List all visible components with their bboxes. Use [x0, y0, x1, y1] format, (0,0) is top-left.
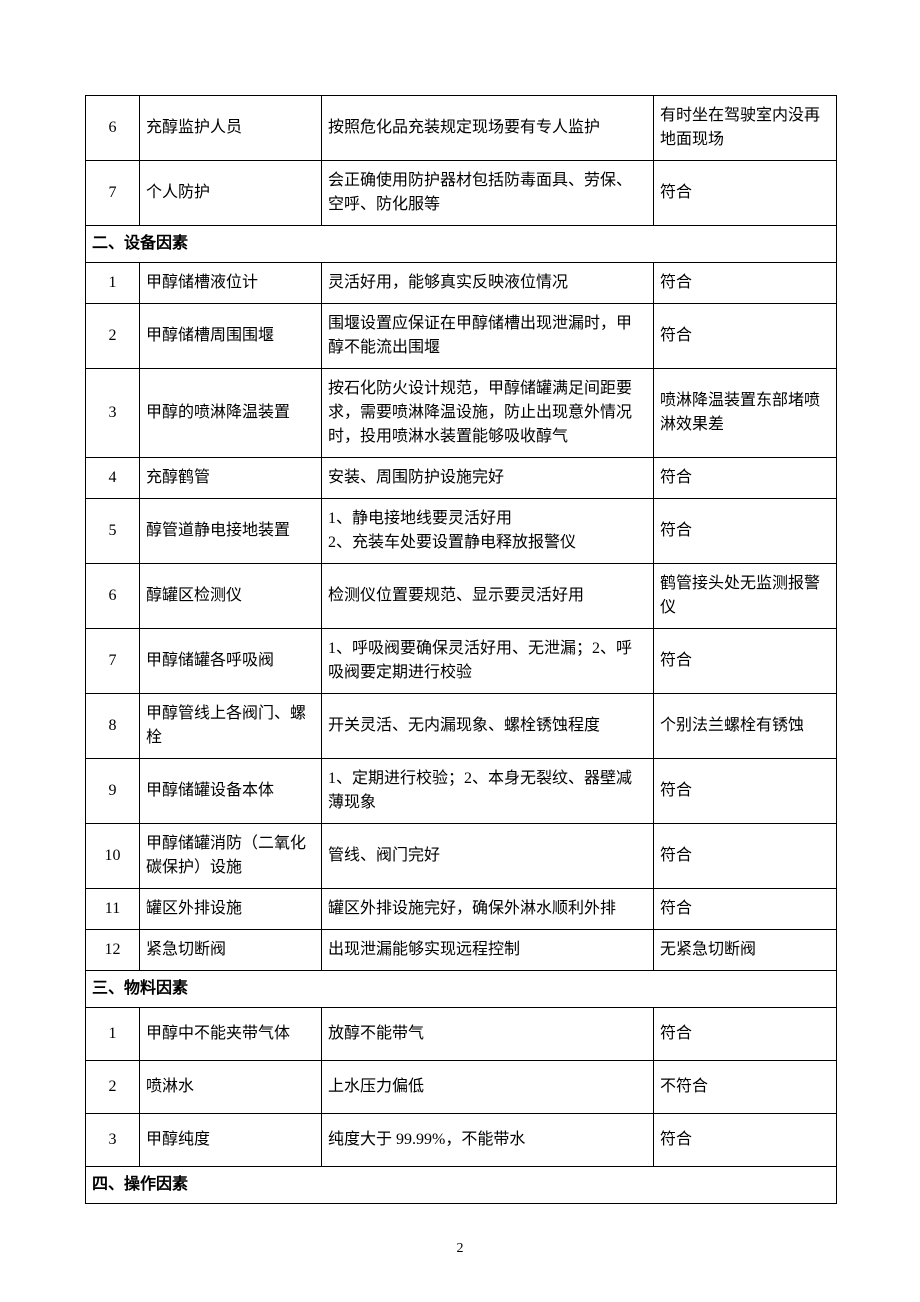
row-number: 8: [86, 694, 140, 759]
row-number: 1: [86, 263, 140, 304]
page-number: 2: [457, 1241, 464, 1257]
row-item: 甲醇储罐设备本体: [140, 759, 322, 824]
table-row: 6 充醇监护人员 按照危化品充装规定现场要有专人监护 有时坐在驾驶室内没再地面现…: [86, 96, 837, 161]
section-header: 三、物料因素: [86, 971, 837, 1008]
table-row: 1 甲醇中不能夹带气体 放醇不能带气 符合: [86, 1008, 837, 1061]
row-desc: 1、静电接地线要灵活好用 2、充装车处要设置静电释放报警仪: [322, 499, 654, 564]
inspection-table: 6 充醇监护人员 按照危化品充装规定现场要有专人监护 有时坐在驾驶室内没再地面现…: [85, 95, 837, 1204]
row-number: 3: [86, 1114, 140, 1167]
row-item: 甲醇纯度: [140, 1114, 322, 1167]
table-row: 9 甲醇储罐设备本体 1、定期进行校验；2、本身无裂纹、器壁减薄现象 符合: [86, 759, 837, 824]
row-item: 甲醇的喷淋降温装置: [140, 369, 322, 458]
table-row: 2 甲醇储槽周围围堰 围堰设置应保证在甲醇储槽出现泄漏时，甲醇不能流出围堰 符合: [86, 304, 837, 369]
row-desc: 围堰设置应保证在甲醇储槽出现泄漏时，甲醇不能流出围堰: [322, 304, 654, 369]
table-row: 3 甲醇纯度 纯度大于 99.99%，不能带水 符合: [86, 1114, 837, 1167]
row-result: 符合: [654, 458, 837, 499]
row-item: 醇罐区检测仪: [140, 564, 322, 629]
row-item: 甲醇管线上各阀门、螺栓: [140, 694, 322, 759]
row-desc: 罐区外排设施完好，确保外淋水顺利外排: [322, 889, 654, 930]
row-desc: 安装、周围防护设施完好: [322, 458, 654, 499]
row-number: 1: [86, 1008, 140, 1061]
row-number: 5: [86, 499, 140, 564]
table-row: 5 醇管道静电接地装置 1、静电接地线要灵活好用 2、充装车处要设置静电释放报警…: [86, 499, 837, 564]
row-desc: 会正确使用防护器材包括防毒面具、劳保、空呼、防化服等: [322, 161, 654, 226]
row-number: 6: [86, 564, 140, 629]
row-result: 个别法兰螺栓有锈蚀: [654, 694, 837, 759]
table-body: 6 充醇监护人员 按照危化品充装规定现场要有专人监护 有时坐在驾驶室内没再地面现…: [86, 96, 837, 1204]
row-desc: 开关灵活、无内漏现象、螺栓锈蚀程度: [322, 694, 654, 759]
table-row: 4 充醇鹤管 安装、周围防护设施完好 符合: [86, 458, 837, 499]
row-number: 10: [86, 824, 140, 889]
row-number: 3: [86, 369, 140, 458]
row-result: 符合: [654, 1008, 837, 1061]
table-row: 7 甲醇储罐各呼吸阀 1、呼吸阀要确保灵活好用、无泄漏；2、呼吸阀要定期进行校验…: [86, 629, 837, 694]
row-item: 甲醇储槽周围围堰: [140, 304, 322, 369]
table-row: 12 紧急切断阀 出现泄漏能够实现远程控制 无紧急切断阀: [86, 930, 837, 971]
row-item: 甲醇储罐消防（二氧化碳保护）设施: [140, 824, 322, 889]
row-desc: 1、呼吸阀要确保灵活好用、无泄漏；2、呼吸阀要定期进行校验: [322, 629, 654, 694]
section-header-row: 三、物料因素: [86, 971, 837, 1008]
row-number: 7: [86, 629, 140, 694]
row-number: 9: [86, 759, 140, 824]
row-desc: 放醇不能带气: [322, 1008, 654, 1061]
row-item: 喷淋水: [140, 1061, 322, 1114]
row-desc: 检测仪位置要规范、显示要灵活好用: [322, 564, 654, 629]
row-number: 2: [86, 304, 140, 369]
row-result: 符合: [654, 304, 837, 369]
row-result: 符合: [654, 161, 837, 226]
row-item: 个人防护: [140, 161, 322, 226]
row-result: 有时坐在驾驶室内没再地面现场: [654, 96, 837, 161]
table-row: 2 喷淋水 上水压力偏低 不符合: [86, 1061, 837, 1114]
row-item: 充醇监护人员: [140, 96, 322, 161]
table-row: 10 甲醇储罐消防（二氧化碳保护）设施 管线、阀门完好 符合: [86, 824, 837, 889]
row-number: 7: [86, 161, 140, 226]
table-row: 6 醇罐区检测仪 检测仪位置要规范、显示要灵活好用 鹤管接头处无监测报警仪: [86, 564, 837, 629]
row-item: 醇管道静电接地装置: [140, 499, 322, 564]
section-header-row: 二、设备因素: [86, 226, 837, 263]
row-number: 2: [86, 1061, 140, 1114]
section-header: 二、设备因素: [86, 226, 837, 263]
row-item: 甲醇储槽液位计: [140, 263, 322, 304]
row-number: 12: [86, 930, 140, 971]
row-item: 罐区外排设施: [140, 889, 322, 930]
table-row: 1 甲醇储槽液位计 灵活好用，能够真实反映液位情况 符合: [86, 263, 837, 304]
row-result: 符合: [654, 1114, 837, 1167]
table-row: 3 甲醇的喷淋降温装置 按石化防火设计规范，甲醇储罐满足间距要求，需要喷淋降温设…: [86, 369, 837, 458]
row-number: 6: [86, 96, 140, 161]
row-desc: 按石化防火设计规范，甲醇储罐满足间距要求，需要喷淋降温设施，防止出现意外情况时，…: [322, 369, 654, 458]
row-desc: 出现泄漏能够实现远程控制: [322, 930, 654, 971]
section-header: 四、操作因素: [86, 1167, 837, 1204]
row-number: 4: [86, 458, 140, 499]
row-result: 符合: [654, 759, 837, 824]
row-result: 符合: [654, 499, 837, 564]
row-result: 无紧急切断阀: [654, 930, 837, 971]
row-result: 喷淋降温装置东部堵喷淋效果差: [654, 369, 837, 458]
row-result: 符合: [654, 889, 837, 930]
row-item: 紧急切断阀: [140, 930, 322, 971]
row-item: 甲醇储罐各呼吸阀: [140, 629, 322, 694]
row-desc: 纯度大于 99.99%，不能带水: [322, 1114, 654, 1167]
table-row: 8 甲醇管线上各阀门、螺栓 开关灵活、无内漏现象、螺栓锈蚀程度 个别法兰螺栓有锈…: [86, 694, 837, 759]
section-header-row: 四、操作因素: [86, 1167, 837, 1204]
row-desc: 管线、阀门完好: [322, 824, 654, 889]
row-desc: 灵活好用，能够真实反映液位情况: [322, 263, 654, 304]
row-result: 不符合: [654, 1061, 837, 1114]
row-result: 符合: [654, 629, 837, 694]
table-row: 7 个人防护 会正确使用防护器材包括防毒面具、劳保、空呼、防化服等 符合: [86, 161, 837, 226]
row-number: 11: [86, 889, 140, 930]
row-desc: 上水压力偏低: [322, 1061, 654, 1114]
row-item: 甲醇中不能夹带气体: [140, 1008, 322, 1061]
row-item: 充醇鹤管: [140, 458, 322, 499]
row-result: 符合: [654, 824, 837, 889]
table-row: 11 罐区外排设施 罐区外排设施完好，确保外淋水顺利外排 符合: [86, 889, 837, 930]
row-desc: 按照危化品充装规定现场要有专人监护: [322, 96, 654, 161]
row-result: 符合: [654, 263, 837, 304]
row-result: 鹤管接头处无监测报警仪: [654, 564, 837, 629]
row-desc: 1、定期进行校验；2、本身无裂纹、器壁减薄现象: [322, 759, 654, 824]
